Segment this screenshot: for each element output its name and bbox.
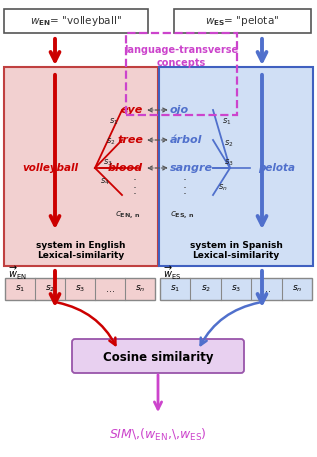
FancyBboxPatch shape	[5, 278, 155, 300]
Text: $\overrightarrow{w}_\mathrm{ES}$: $\overrightarrow{w}_\mathrm{ES}$	[163, 264, 181, 282]
Text: $s_3$: $s_3$	[103, 158, 113, 168]
Text: sangre: sangre	[170, 163, 213, 173]
Text: $s_2$: $s_2$	[107, 137, 116, 147]
Text: language-transverse: language-transverse	[124, 45, 238, 55]
Text: $s_1$: $s_1$	[170, 284, 180, 294]
Text: .: .	[183, 185, 187, 197]
Text: $\overrightarrow{w}_\mathrm{EN}$: $\overrightarrow{w}_\mathrm{EN}$	[8, 264, 27, 282]
Text: $\mathit{SIM}$\,($w_\mathrm{EN}$,\,$w_\mathrm{ES}$): $\mathit{SIM}$\,($w_\mathrm{EN}$,\,$w_\m…	[109, 427, 207, 443]
Text: .: .	[133, 185, 137, 197]
Text: concepts: concepts	[156, 58, 206, 68]
Text: system in English: system in English	[36, 241, 126, 250]
FancyBboxPatch shape	[4, 9, 148, 33]
FancyBboxPatch shape	[174, 9, 311, 33]
Text: árbol: árbol	[170, 135, 203, 145]
Text: volleyball: volleyball	[22, 163, 78, 173]
Text: $s_1$: $s_1$	[15, 284, 25, 294]
Text: $s_1$: $s_1$	[108, 117, 118, 127]
Text: $s_2$: $s_2$	[201, 284, 211, 294]
Text: Lexical-similarity: Lexical-similarity	[192, 250, 280, 260]
FancyBboxPatch shape	[159, 67, 313, 266]
Text: $s_n$: $s_n$	[292, 284, 302, 294]
Text: $\ldots$: $\ldots$	[262, 285, 271, 293]
Text: $s_3$: $s_3$	[75, 284, 85, 294]
Text: pelota: pelota	[258, 163, 295, 173]
Text: $s_2$: $s_2$	[224, 139, 234, 149]
Text: Lexical-similarity: Lexical-similarity	[37, 250, 125, 260]
Text: $s_1$: $s_1$	[222, 117, 231, 127]
Text: $s_3$: $s_3$	[224, 158, 234, 168]
Text: .: .	[183, 170, 187, 184]
Text: .: .	[183, 177, 187, 191]
Text: $s_n$: $s_n$	[135, 284, 145, 294]
Text: Cosine similarity: Cosine similarity	[103, 351, 213, 364]
Text: $w_\mathbf{ES}$= "pelota": $w_\mathbf{ES}$= "pelota"	[205, 14, 279, 28]
Text: blood: blood	[108, 163, 143, 173]
Text: ojo: ojo	[170, 105, 189, 115]
Text: .: .	[133, 177, 137, 191]
Text: $w_\mathbf{EN}$= "volleyball": $w_\mathbf{EN}$= "volleyball"	[30, 14, 122, 28]
Text: system in Spanish: system in Spanish	[190, 241, 282, 250]
Text: $\ldots$: $\ldots$	[105, 285, 115, 293]
Text: $c_\mathbf{ES,\,n}$: $c_\mathbf{ES,\,n}$	[170, 209, 194, 221]
Text: $c_\mathbf{EN,\,n}$: $c_\mathbf{EN,\,n}$	[115, 209, 140, 221]
Text: tree: tree	[117, 135, 143, 145]
FancyBboxPatch shape	[160, 278, 312, 300]
Text: $s_4$: $s_4$	[100, 177, 110, 187]
Text: $s_n$: $s_n$	[218, 183, 228, 193]
Text: eye: eye	[121, 105, 143, 115]
Text: $s_3$: $s_3$	[231, 284, 241, 294]
Text: $s_2$: $s_2$	[45, 284, 55, 294]
Text: .: .	[133, 170, 137, 184]
FancyBboxPatch shape	[4, 67, 158, 266]
FancyBboxPatch shape	[72, 339, 244, 373]
